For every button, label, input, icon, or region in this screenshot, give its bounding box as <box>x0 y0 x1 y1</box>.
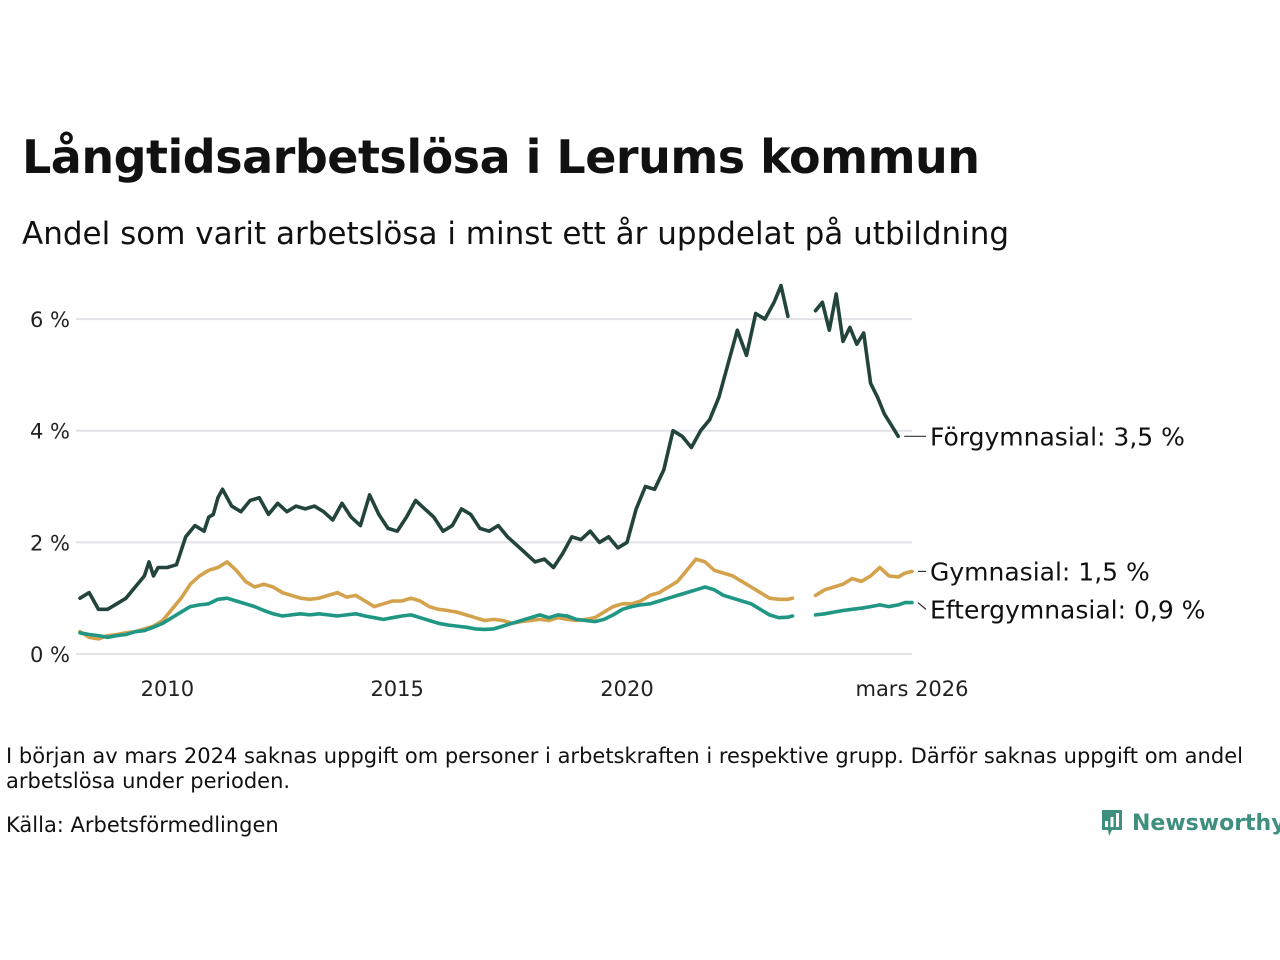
series-label-gymnasial: Gymnasial: 1,5 % <box>930 557 1150 586</box>
y-tick-label: 4 % <box>30 420 70 444</box>
x-axis-ticks: 2010 2015 2020 mars 2026 <box>141 677 969 701</box>
series-label-förgymnasial: Förgymnasial: 3,5 % <box>930 422 1185 451</box>
brand-logo: Newsworthy <box>1100 808 1280 838</box>
series-line-förgymnasial <box>813 292 900 439</box>
footnote: I början av mars 2024 saknas uppgift om … <box>6 744 1243 793</box>
y-tick-label: 2 % <box>30 531 70 555</box>
x-tick-label: 2015 <box>370 677 423 701</box>
chart-title: Långtidsarbetslösa i Lerums kommun <box>22 130 980 184</box>
gridlines <box>76 318 912 655</box>
source-note: Källa: Arbetsförmedlingen <box>6 813 279 837</box>
x-tick-label: 2010 <box>141 677 194 701</box>
series-line-förgymnasial <box>78 283 790 612</box>
series-line-eftergymnasial <box>78 585 795 640</box>
series-labels: Förgymnasial: 3,5 % Gymnasial: 1,5 % Efter… <box>904 422 1205 624</box>
series-line-gymnasial <box>813 565 914 598</box>
x-tick-label: mars 2026 <box>855 677 968 701</box>
y-tick-label: 0 % <box>30 643 70 667</box>
newsworthy-logo-icon <box>1102 810 1122 836</box>
chart-subtitle: Andel som varit arbetslösa i minst ett å… <box>22 216 1010 252</box>
x-tick-label: 2020 <box>600 677 653 701</box>
series-line-eftergymnasial <box>813 600 914 617</box>
series-lines <box>78 283 914 641</box>
y-tick-label: 6 % <box>30 308 70 332</box>
series-line-gymnasial <box>78 557 795 641</box>
series-label-eftergymnasial: Eftergymnasial: 0,9 % <box>930 595 1205 624</box>
brand-name: Newsworthy <box>1132 810 1280 836</box>
line-chart: Förgymnasial: 3,5 % Gymnasial: 1,5 % Efter… <box>30 283 1205 701</box>
label-leader-line <box>917 602 927 610</box>
y-axis-ticks: 0 % 2 % 4 % 6 % <box>30 308 70 667</box>
